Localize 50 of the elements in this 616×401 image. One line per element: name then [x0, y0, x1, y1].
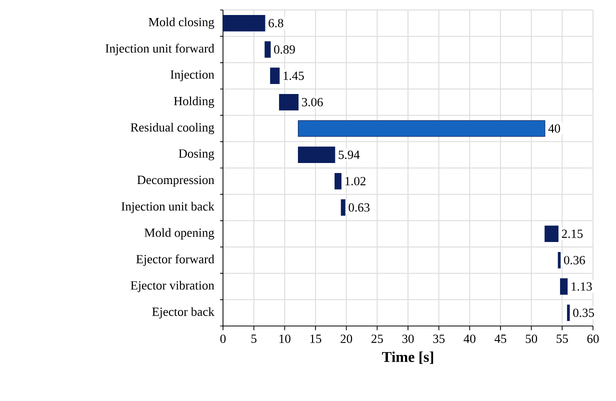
- bar: [334, 172, 342, 190]
- x-tick-label: 25: [371, 334, 383, 343]
- data-label: 1.02: [345, 176, 366, 186]
- data-label: 1.45: [284, 72, 304, 80]
- x-tick-label: 55: [556, 334, 568, 343]
- bar: [567, 304, 570, 322]
- data-label: 6.8: [268, 18, 284, 28]
- bar: [560, 278, 568, 295]
- x-axis-title: Time [s]: [382, 352, 434, 364]
- data-label: 0.36: [564, 256, 585, 264]
- data-label: 5.94: [338, 150, 360, 160]
- x-tick-label: 50: [526, 334, 538, 344]
- data-label: 40: [548, 124, 560, 133]
- y-tick-label: Ejector vibration: [130, 280, 214, 292]
- bar: [222, 14, 266, 32]
- y-tick-label: Injection unit forward: [106, 44, 214, 56]
- y-tick-label: Residual cooling: [130, 122, 214, 134]
- y-tick-label: Mold opening: [144, 228, 214, 240]
- y-tick-label: Ejector back: [152, 307, 214, 318]
- bar: [340, 199, 346, 216]
- bar: [270, 68, 280, 84]
- bar: [298, 146, 336, 164]
- y-tick-label: Dosing: [178, 149, 214, 160]
- data-label: 0.35: [573, 308, 594, 318]
- y-tick-label: Mold closing: [148, 18, 214, 29]
- x-tick-label: 15: [310, 334, 322, 343]
- x-tick-label: 0: [220, 334, 226, 344]
- data-label: 2.15: [562, 230, 583, 238]
- x-tick-label: 40: [464, 334, 476, 344]
- data-label: 1.13: [572, 282, 592, 291]
- data-label: 3.06: [302, 98, 323, 106]
- y-tick-label: Ejector forward: [136, 254, 214, 266]
- y-tick-label: Holding: [174, 96, 214, 108]
- x-tick-label: 35: [433, 334, 445, 343]
- x-tick-label: 60: [587, 334, 599, 344]
- x-tick-label: 10: [280, 334, 290, 344]
- bar: [298, 120, 546, 137]
- bar: [558, 252, 561, 268]
- bar: [544, 226, 558, 242]
- bar: [279, 94, 299, 110]
- x-tick-label: 45: [494, 334, 506, 343]
- bar: [264, 41, 271, 58]
- data-label: 0.63: [348, 203, 370, 212]
- x-tick-label: 30: [402, 334, 414, 344]
- x-tick-label: 5: [251, 334, 256, 343]
- y-tick-label: Decompression: [137, 176, 214, 187]
- y-tick-label: Injection: [170, 70, 214, 82]
- x-tick-label: 20: [340, 334, 352, 344]
- y-tick-label: Injection unit back: [121, 202, 214, 214]
- data-label: 0.89: [274, 45, 295, 54]
